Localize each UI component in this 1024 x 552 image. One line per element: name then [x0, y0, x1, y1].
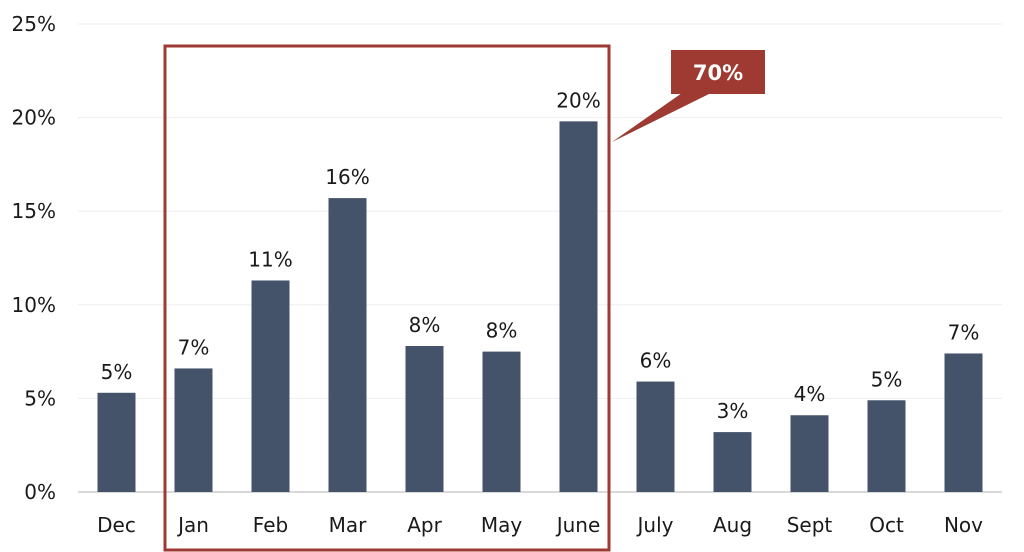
data-label: 11%: [248, 247, 292, 271]
bar: [867, 400, 906, 492]
y-tick-label: 0%: [24, 480, 56, 504]
callout-box: [671, 50, 765, 94]
y-tick-label: 5%: [24, 386, 56, 410]
data-label: 5%: [871, 367, 903, 391]
x-tick-label: Oct: [869, 513, 904, 537]
data-label: 5%: [101, 360, 133, 384]
bar: [559, 121, 598, 493]
bar: [174, 368, 213, 492]
bar: [405, 345, 444, 492]
x-tick-label: May: [481, 513, 523, 537]
x-axis-ticks: Dec Jan Feb Mar Apr May June July Aug Sept Oct Nov: [97, 513, 983, 537]
x-tick-label: Jan: [176, 513, 209, 537]
data-label: 20%: [556, 88, 600, 112]
y-axis-ticks: 0% 5% 10% 15% 20% 25%: [12, 12, 56, 504]
x-tick-label: June: [555, 513, 601, 537]
bar: [944, 353, 983, 492]
x-tick-label: Sept: [787, 513, 833, 537]
data-labels: 5% 7% 11% 16% 8% 8% 20% 6% 3% 4% 5% 7%: [101, 88, 980, 423]
data-label: 8%: [486, 319, 518, 343]
x-tick-label: Dec: [97, 513, 136, 537]
y-tick-label: 10%: [12, 293, 56, 317]
data-label: 8%: [409, 313, 441, 337]
data-label: 4%: [794, 382, 826, 406]
bar: [251, 280, 290, 492]
bar: [97, 392, 136, 492]
x-tick-label: Aug: [713, 513, 752, 537]
callout-pointer: [612, 93, 711, 142]
callout: 70%: [612, 50, 765, 142]
bar: [636, 381, 675, 492]
x-tick-label: July: [636, 513, 674, 537]
data-label: 6%: [640, 349, 672, 373]
gridlines: [78, 23, 1002, 493]
bar: [482, 351, 521, 492]
bar: [713, 432, 752, 492]
data-label: 3%: [717, 399, 749, 423]
x-tick-label: Nov: [944, 513, 983, 537]
data-label: 16%: [325, 165, 369, 189]
callout-label: 70%: [693, 61, 743, 85]
highlight-box: [163, 44, 611, 552]
y-tick-label: 25%: [12, 12, 56, 36]
x-tick-label: Mar: [329, 513, 368, 537]
bar: [328, 198, 367, 492]
y-tick-label: 20%: [12, 106, 56, 130]
y-tick-label: 15%: [12, 199, 56, 223]
bar: [790, 415, 829, 492]
data-label: 7%: [948, 320, 980, 344]
bars: [97, 121, 983, 493]
x-tick-label: Apr: [407, 513, 442, 537]
data-label: 7%: [178, 335, 210, 359]
x-tick-label: Feb: [253, 513, 288, 537]
